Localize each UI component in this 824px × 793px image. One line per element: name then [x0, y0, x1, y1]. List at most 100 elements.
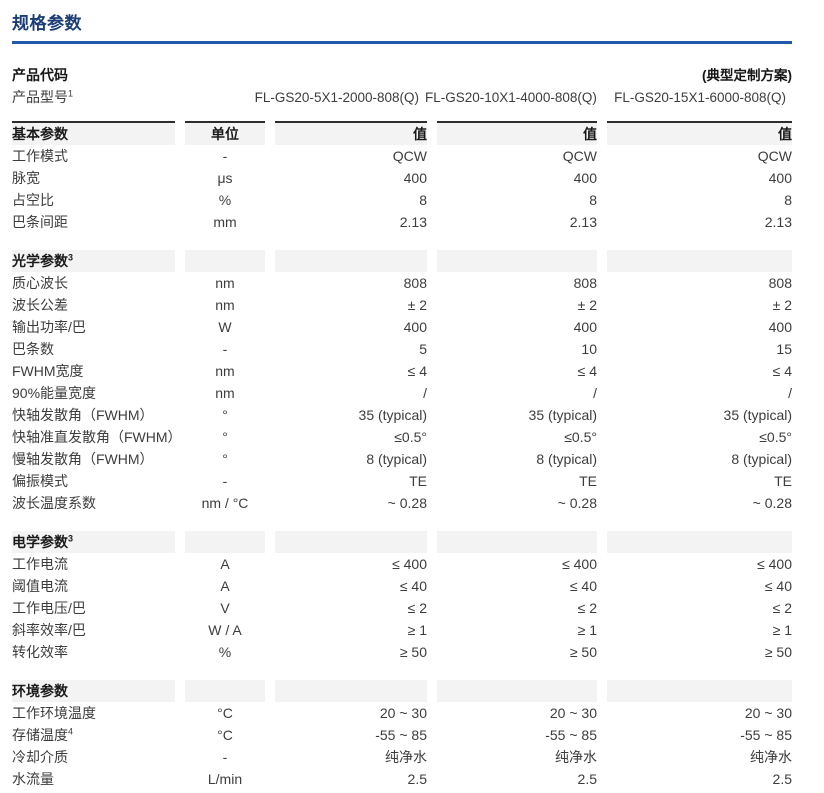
unit-cell: mm [213, 214, 237, 230]
page-title: 规格参数 [12, 9, 792, 44]
param-footnote-sup: 4 [68, 726, 74, 737]
param-name-cell: 存储温度4 [12, 724, 175, 746]
value-cell-1: TE [409, 473, 427, 489]
unit-cell: nm [215, 297, 235, 313]
value-cell-1: ~ 0.28 [387, 495, 427, 511]
spec-row: 巴条数 - 5 10 15 [12, 338, 792, 360]
unit-cell: % [218, 644, 232, 660]
value-cell-2: 35 (typical) [528, 407, 597, 423]
col-header-value-1 [275, 250, 427, 272]
value-cell-2: ≤0.5° [564, 429, 597, 445]
spec-row: 慢轴发散角（FWHM） ° 8 (typical) 8 (typical) 8 (typ… [12, 448, 792, 470]
spec-row: 工作环境温度 °C 20 ~ 30 20 ~ 30 20 ~ 30 [12, 702, 792, 724]
section-title: 电学参数 [12, 534, 68, 550]
param-name-cell: 质心波长 [12, 272, 175, 294]
col-header-unit: 单位 [185, 121, 265, 145]
section-spacer [12, 663, 792, 680]
value-cell-2: 8 [589, 192, 597, 208]
value-cell-1: ≤ 4 [407, 363, 427, 379]
param-name: FWHM宽度 [12, 363, 84, 379]
section-header-row: 基本参数 单位值值值 [12, 121, 792, 145]
unit-cell: - [222, 749, 228, 765]
product-code-label: 产品代码 [12, 67, 68, 83]
value-cell-3: ≤ 40 [764, 578, 792, 594]
value-cell-1: / [423, 385, 427, 401]
value-cell-1: 8 [419, 192, 427, 208]
param-name-cell: 波长公差 [12, 294, 175, 316]
param-name: 快轴准直发散角（FWHM） [12, 429, 182, 445]
param-name: 工作电流 [12, 556, 68, 572]
section-spacer [12, 514, 792, 531]
value-cell-1: 5 [419, 341, 427, 357]
param-name-cell: 工作电流 [12, 553, 175, 575]
value-cell-3: 400 [768, 170, 792, 186]
col-header-value-2 [437, 250, 597, 272]
unit-cell: ° [222, 407, 228, 423]
section-footnote-sup: 3 [68, 252, 74, 263]
spec-row: 冷却介质 - 纯净水 纯净水 纯净水 [12, 746, 792, 768]
section-spacer [12, 233, 792, 250]
spec-row: 斜率效率/巴 W / A ≥ 1 ≥ 1 ≥ 1 [12, 619, 792, 641]
section-title: 光学参数 [12, 253, 68, 269]
spacer-cell [12, 514, 792, 531]
spec-row: 工作电压/巴 V ≤ 2 ≤ 2 ≤ 2 [12, 597, 792, 619]
value-cell-1: 2.5 [407, 771, 427, 787]
section-title-cell: 基本参数 [12, 121, 175, 145]
value-cell-2: ≤ 2 [577, 600, 597, 616]
param-name-cell: 偏振模式 [12, 470, 175, 492]
param-name-cell: 转化效率 [12, 641, 175, 663]
unit-cell: °C [217, 705, 233, 721]
value-cell-2: ≤ 400 [562, 556, 597, 572]
param-name: 工作环境温度 [12, 705, 96, 721]
spec-row: 占空比% 8 8 8 [12, 189, 792, 211]
value-cell-3: -55 ~ 85 [740, 727, 792, 743]
value-cell-3: / [788, 385, 792, 401]
value-cell-3: 纯净水 [750, 749, 792, 765]
param-name: 输出功率/巴 [12, 319, 86, 335]
value-cell-3: 8 [784, 192, 792, 208]
spec-row: 工作模式 - QCW QCW QCW [12, 145, 792, 167]
value-cell-1: 400 [403, 170, 427, 186]
spec-row: 快轴发散角（FWHM） ° 35 (typical) 35 (typical) 35 (… [12, 404, 792, 426]
unit-cell: nm [215, 275, 235, 291]
param-name: 脉宽 [12, 170, 40, 186]
section-title-cell: 电学参数3 [12, 531, 175, 553]
section-header-row: 电学参数3 [12, 531, 792, 553]
value-cell-2: / [593, 385, 597, 401]
section-title: 环境参数 [12, 683, 68, 699]
unit-cell: W [218, 319, 232, 335]
unit-cell: - [222, 473, 228, 489]
section-title: 基本参数 [12, 126, 68, 142]
value-cell-3: ≤ 2 [772, 600, 792, 616]
value-cell-1: ≥ 1 [407, 622, 427, 638]
product-model-1: FL-GS20-5X1-2000-808(Q) [254, 89, 419, 105]
col-header-value-2 [437, 531, 597, 553]
col-header-value-3 [607, 531, 792, 553]
param-name: 快轴发散角（FWHM） [12, 407, 154, 423]
param-name-cell: 阈值电流 [12, 575, 175, 597]
spec-row: 质心波长 nm 808 808 808 [12, 272, 792, 294]
param-name: 转化效率 [12, 644, 68, 660]
spec-row: 偏振模式 - TE TE TE [12, 470, 792, 492]
param-name: 90%能量宽度 [12, 385, 97, 401]
param-name: 质心波长 [12, 275, 68, 291]
value-cell-2: 8 (typical) [536, 451, 597, 467]
unit-cell: nm [215, 363, 235, 379]
param-name-cell: 水流量 [12, 768, 175, 790]
spec-row: 水流量 L/min 2.5 2.5 2.5 [12, 768, 792, 790]
col-header-value-3 [607, 250, 792, 272]
param-name: 占空比 [12, 192, 54, 208]
spec-row: 转化效率% ≥ 50 ≥ 50 ≥ 50 [12, 641, 792, 663]
param-name-cell: 输出功率/巴 [12, 316, 175, 338]
value-cell-2: 2.5 [577, 771, 597, 787]
param-name: 阈值电流 [12, 578, 68, 594]
param-name: 慢轴发散角（FWHM） [12, 451, 154, 467]
col-header-value-3: 值 [607, 121, 792, 145]
value-cell-2: 400 [573, 170, 597, 186]
value-cell-2: 808 [573, 275, 597, 291]
spec-row: FWHM宽度 nm ≤ 4 ≤ 4 ≤ 4 [12, 360, 792, 382]
value-cell-2: ± 2 [577, 297, 597, 313]
value-cell-1: ≤ 2 [407, 600, 427, 616]
value-cell-3: 20 ~ 30 [744, 705, 792, 721]
